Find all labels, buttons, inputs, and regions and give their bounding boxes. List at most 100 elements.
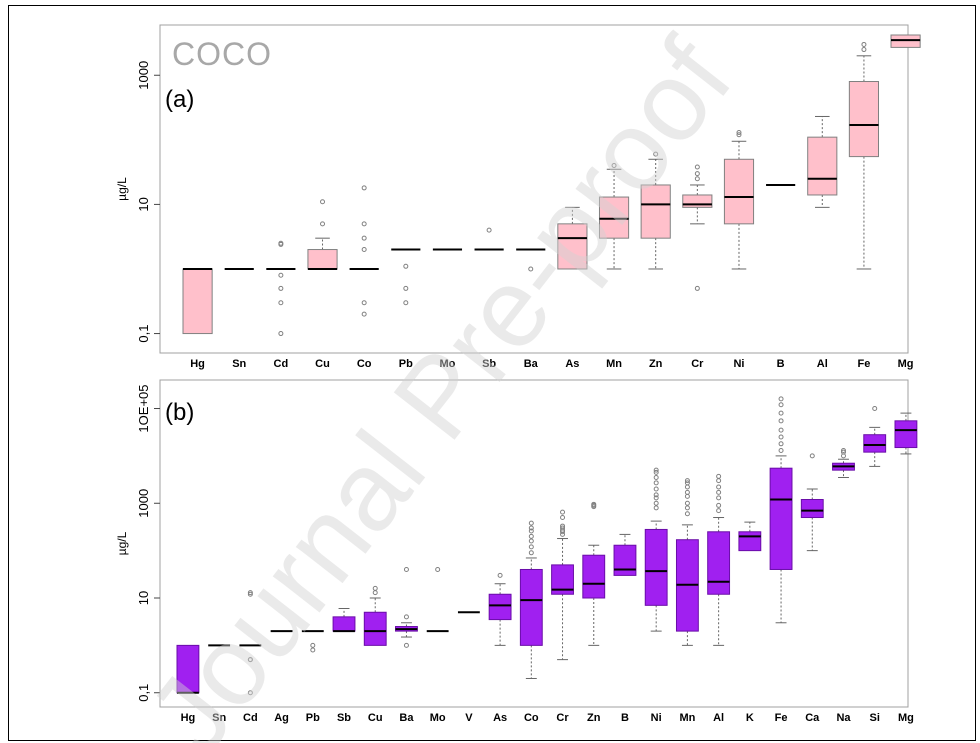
panel-label: (b)	[165, 399, 194, 426]
outlier-point	[716, 508, 722, 514]
x-tick-label: Co	[524, 712, 539, 724]
box-b	[613, 533, 637, 576]
x-tick-label: Sn	[232, 358, 246, 370]
x-tick-label: Cr	[691, 358, 704, 370]
y-tick-label: 1000	[136, 61, 151, 90]
box-hg	[182, 267, 213, 335]
box-body	[707, 531, 731, 595]
x-tick-label: Fe	[775, 712, 788, 724]
outlier-point	[694, 171, 700, 177]
x-tick-label: Ba	[524, 358, 539, 370]
outlier-point	[653, 492, 659, 498]
box-body	[800, 499, 824, 519]
box-as	[488, 572, 512, 646]
outlier-point	[497, 572, 503, 578]
outlier-point	[278, 300, 284, 306]
outlier-point	[694, 176, 700, 182]
outlier-point	[653, 151, 659, 157]
outlier-point	[684, 511, 690, 517]
x-tick-label: Ag	[274, 712, 289, 724]
box-body	[769, 467, 793, 570]
y-axis-label: µg/L	[115, 177, 129, 201]
outlier-point	[840, 447, 846, 453]
outlier-point	[684, 505, 690, 511]
box-body	[582, 554, 606, 599]
x-tick-label: Hg	[190, 358, 205, 370]
box-fe	[769, 396, 793, 624]
outlier-point	[361, 185, 367, 191]
outlier-point	[247, 657, 253, 663]
x-tick-label: Fe	[858, 358, 871, 370]
outlier-point	[694, 164, 700, 170]
box-body	[551, 564, 574, 595]
x-tick-label: Ba	[399, 712, 414, 724]
box-cr	[682, 164, 713, 291]
outlier-point	[278, 331, 284, 337]
y-axis-label: µg/L	[115, 531, 129, 555]
box-hg	[176, 644, 200, 694]
x-tick-label: Mn	[679, 712, 695, 724]
box-fe	[848, 41, 880, 270]
outlier-point	[403, 566, 409, 572]
x-tick-label: Hg	[181, 712, 196, 724]
box-pb	[391, 248, 421, 306]
box-ca	[800, 453, 824, 552]
box-co	[349, 185, 379, 317]
box-body	[644, 528, 668, 606]
outlier-point	[528, 538, 534, 544]
outlier-point	[528, 550, 534, 556]
x-tick-label: As	[493, 712, 507, 724]
outlier-point	[778, 447, 784, 453]
panel-a: 0,1 10 1000 µg/L COCO (a) Hg Sn Cd Cu Co Pb Mo Sb Ba As…	[115, 24, 921, 370]
box-body	[613, 544, 637, 576]
outlier-point	[778, 441, 784, 447]
box-body	[848, 81, 880, 158]
outlier-point	[361, 221, 367, 227]
outlier-point	[653, 505, 659, 511]
box-body	[182, 268, 213, 335]
box-as	[557, 206, 588, 270]
outlier-point	[361, 300, 367, 306]
outlier-point	[560, 509, 566, 515]
x-tick-label: Co	[357, 358, 372, 370]
x-tick-label: Pb	[399, 358, 413, 370]
outlier-point	[736, 132, 742, 138]
outlier-point	[653, 474, 659, 480]
outlier-point	[684, 489, 690, 495]
outlier-point	[653, 480, 659, 486]
outlier-point	[247, 590, 253, 596]
box-ba	[395, 566, 418, 648]
x-tick-label: Cu	[315, 358, 330, 370]
outlier-point	[278, 241, 284, 247]
outlier-point	[778, 396, 784, 402]
box-ni	[644, 467, 668, 632]
outlier-point	[861, 41, 867, 47]
box-ni	[723, 129, 755, 270]
outlier-point	[435, 566, 441, 572]
outlier-point	[528, 528, 534, 534]
outlier-point	[310, 642, 316, 648]
y-tick-label: 1OE+05	[136, 384, 151, 432]
x-tick-label: B	[777, 358, 785, 370]
box-co	[519, 520, 543, 679]
outlier-point	[403, 642, 409, 648]
x-tick-label: Ni	[651, 712, 662, 724]
panel-b: 0,1 10 1000 1OE+05 µg/L (b) Hg Sn Cd Ag Pb Sb Cu Ba Mo…	[115, 379, 918, 724]
box-mg	[890, 34, 921, 48]
box-body	[598, 196, 630, 239]
outlier-point	[278, 272, 284, 278]
outlier-point	[372, 585, 378, 591]
box-zn	[582, 501, 606, 646]
outlier-point	[684, 500, 690, 506]
outlier-point	[716, 502, 722, 508]
x-tick-label: Pb	[306, 712, 320, 724]
box-mg	[894, 412, 918, 455]
outlier-point	[716, 489, 722, 495]
outlier-point	[486, 227, 492, 233]
box-body	[738, 531, 762, 552]
box-body	[863, 434, 887, 453]
box-sb	[332, 608, 356, 633]
box-body	[890, 34, 921, 48]
box-body	[557, 223, 588, 270]
outlier-point	[560, 523, 566, 529]
